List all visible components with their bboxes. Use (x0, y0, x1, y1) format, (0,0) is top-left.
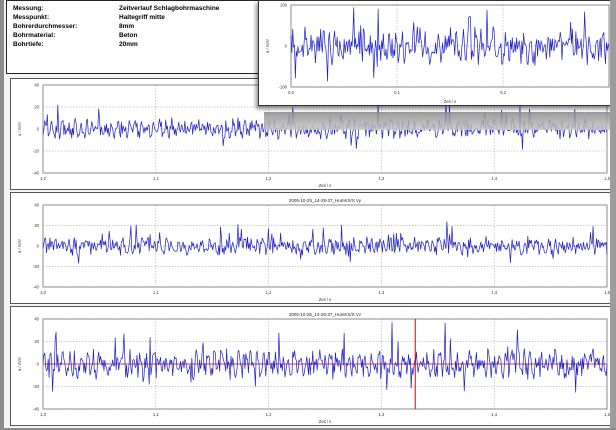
x-tick-label: 0,1 (394, 90, 400, 95)
x-tick-label: 1,3 (378, 412, 384, 417)
y-tick-label: 0 (37, 362, 40, 367)
y-axis-label: a / m/s² (265, 38, 270, 53)
y-tick-label: 20 (34, 339, 39, 344)
y-axis-label: a / m/s² (17, 238, 22, 253)
x-tick-label: 1,0 (40, 176, 46, 181)
window-edge (610, 0, 616, 428)
x-tick-label: 1,4 (491, 290, 497, 295)
x-tick-label: 1,0 (40, 412, 46, 417)
chart-panel-2[interactable]: 2005-10-25_14-28-37_HumKS/S Vy 40 20 0 -20 -4… (10, 192, 616, 304)
signal-line (290, 7, 610, 82)
x-tick-label: 0,2 (500, 90, 506, 95)
y-tick-label: -40 (33, 285, 40, 290)
info-value-messung: Zeitverlauf Schlagbohrmaschine (119, 5, 220, 12)
chart-svg-3[interactable]: 2005-10-25_14-28-37_HumKS/S Vz 40 20 0 -20 -4… (11, 307, 615, 425)
x-axis-label: Zeit / s (319, 419, 332, 424)
zoom-inset-window[interactable]: 100 0 -100 0,0 0,1 0,2 Zeit / s a / m/s² (258, 0, 616, 106)
y-tick-label: 100 (280, 3, 288, 8)
x-tick-label: 1,2 (266, 412, 272, 417)
x-tick-label: 1,5 (604, 412, 610, 417)
info-label-bohrtiefe: Bohrtiefe: (13, 41, 44, 48)
x-axis-label: Zeit / s (319, 183, 332, 188)
x-axis-label: Zeit / s (444, 99, 457, 104)
chart-title: 2005-10-25_14-28-37_HumKS/S Vz (289, 312, 362, 317)
y-tick-label: 20 (34, 105, 39, 110)
y-axis-label: a / m/s² (17, 356, 22, 371)
info-label-messung: Messung: (13, 5, 44, 12)
y-tick-label: 20 (34, 223, 39, 228)
x-tick-label: 1,3 (378, 176, 384, 181)
y-tick-label: 0 (285, 44, 288, 49)
chart-panel-3[interactable]: 2005-10-25_14-28-37_HumKS/S Vz 40 20 0 -20 -4… (10, 306, 616, 426)
x-tick-label: 1,4 (491, 412, 497, 417)
x-tick-label: 1,2 (266, 176, 272, 181)
signal-line (42, 322, 608, 393)
y-tick-label: 40 (34, 203, 39, 208)
y-tick-label: 0 (37, 127, 40, 132)
chart-svg-2[interactable]: 2005-10-25_14-28-37_HumKS/S Vy 40 20 0 -20 -4… (11, 193, 615, 303)
x-axis-label: Zeit / s (319, 297, 332, 302)
signal-line (42, 221, 608, 264)
x-tick-label: 1,1 (153, 412, 159, 417)
measurement-info-box: Messung: Zeitverlauf Schlagbohrmaschine … (6, 0, 260, 74)
x-tick-label: 1,1 (153, 176, 159, 181)
y-tick-label: -100 (279, 85, 288, 90)
x-tick-label: 1,4 (491, 176, 497, 181)
y-tick-label: -20 (33, 264, 40, 269)
x-tick-label: 1,0 (40, 290, 46, 295)
x-tick-label: 1,5 (604, 290, 610, 295)
inset-shadow-overlay (264, 112, 616, 130)
info-value-bohrmaterial: Beton (119, 32, 138, 39)
y-tick-label: 0 (37, 244, 40, 249)
y-tick-label: 40 (34, 83, 39, 88)
x-tick-label: 1,5 (604, 176, 610, 181)
y-axis-label: a / m/s² (17, 121, 22, 136)
y-tick-label: -40 (33, 171, 40, 176)
y-tick-label: 40 (34, 317, 39, 322)
info-value-bohrerdurchmesser: 8mm (119, 23, 135, 30)
info-value-messpunkt: Haltegriff mitte (119, 14, 165, 21)
info-label-messpunkt: Messpunkt: (13, 14, 50, 21)
info-label-bohrerdurchmesser: Bohrerdurchmesser: (13, 23, 78, 30)
info-value-bohrtiefe: 20mm (119, 41, 138, 48)
x-tick-label: 1,3 (378, 290, 384, 295)
chart-title: 2005-10-25_14-28-37_HumKS/S Vy (289, 198, 362, 203)
y-tick-label: -20 (33, 149, 40, 154)
info-label-bohrmaterial: Bohrmaterial: (13, 32, 56, 39)
x-tick-label: 1,2 (266, 290, 272, 295)
y-tick-label: -20 (33, 384, 40, 389)
x-tick-label: 0,0 (288, 90, 294, 95)
x-tick-label: 1,1 (153, 290, 159, 295)
y-tick-label: -40 (33, 407, 40, 412)
